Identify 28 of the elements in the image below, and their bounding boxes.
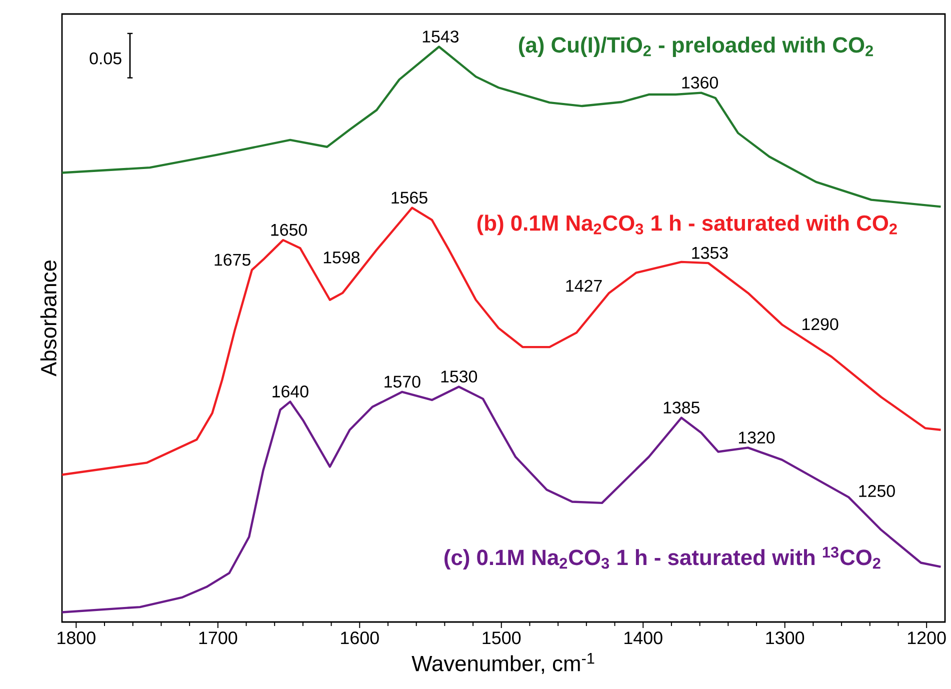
- annotation: 1640: [272, 386, 308, 398]
- annotation: 1530: [441, 370, 478, 383]
- annotation: 1570: [384, 376, 420, 388]
- x-tick-label: 1700: [199, 632, 238, 644]
- annotation: 1320: [738, 432, 775, 444]
- annotation: 1353: [692, 246, 728, 259]
- x-tick-label: 1600: [341, 632, 379, 644]
- x-tick-label: 1200: [908, 632, 946, 644]
- annotation: 0.05: [90, 52, 122, 64]
- annotation: 1250: [859, 485, 895, 498]
- x-tick-label: 1300: [766, 632, 804, 644]
- annotation: 1360: [682, 76, 718, 89]
- series-label: (a) Cu(I)/TiO$_{2}$ - preloaded with CO$_{2}$: [519, 36, 873, 58]
- annotation: 1543: [422, 30, 459, 43]
- y-axis-title: Absorbance: [40, 260, 56, 376]
- series-label: (b) 0.1M Na$_{2}$CO$_{3}$ 1 h - saturated with CO$_{2}$: [477, 214, 897, 236]
- series-label: (c) 0.1M Na$_{2}$CO$_{3}$ 1 h - saturated with $^{13}$CO$_{2}$: [444, 546, 880, 570]
- x-tick-label: 1500: [482, 632, 521, 644]
- annotation: 1427: [566, 280, 602, 292]
- annotation: 1385: [664, 402, 700, 414]
- annotation: 1675: [214, 254, 250, 266]
- annotation: 1598: [324, 251, 360, 264]
- x-axis-title: Wavenumber, cm$^{-1}$: [412, 653, 594, 674]
- annotation: 1565: [392, 192, 428, 204]
- annotation: 1290: [802, 318, 838, 330]
- x-tick-label: 1400: [624, 632, 662, 644]
- x-tick-label: 1800: [58, 632, 96, 644]
- annotation: 1650: [271, 224, 307, 236]
